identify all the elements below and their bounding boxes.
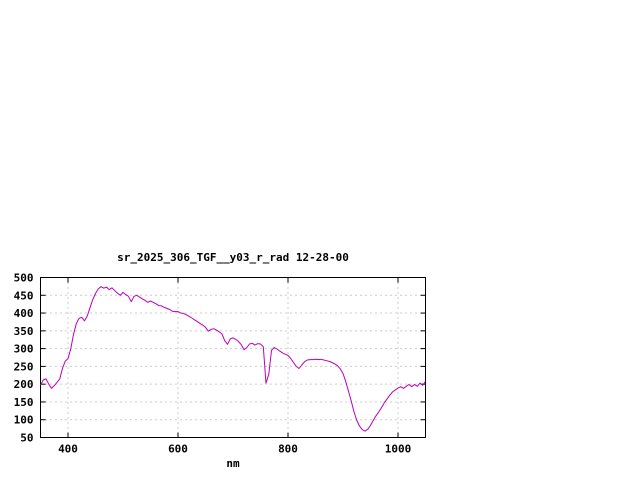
x-axis-label: nm xyxy=(226,457,240,470)
y-tick-label: 450 xyxy=(14,289,34,302)
y-tick-label: 150 xyxy=(14,396,34,409)
y-tick-label: 100 xyxy=(14,414,34,427)
y-tick-label: 200 xyxy=(14,378,34,391)
y-tick-label: 250 xyxy=(14,360,34,373)
x-tick-label: 1000 xyxy=(385,443,412,456)
y-tick-label: 300 xyxy=(14,343,34,356)
plot-title: sr_2025_306_TGF__y03_r_rad 12-28-00 xyxy=(117,251,349,264)
y-tick-label: 350 xyxy=(14,325,34,338)
y-tick-label: 50 xyxy=(20,432,33,445)
series-line xyxy=(40,286,426,432)
plot-border xyxy=(40,277,426,438)
x-tick-label: 800 xyxy=(278,443,298,456)
y-tick-label: 500 xyxy=(14,272,34,285)
y-tick-label: 400 xyxy=(14,307,34,320)
x-tick-label: 400 xyxy=(58,443,78,456)
x-tick-label: 600 xyxy=(168,443,188,456)
